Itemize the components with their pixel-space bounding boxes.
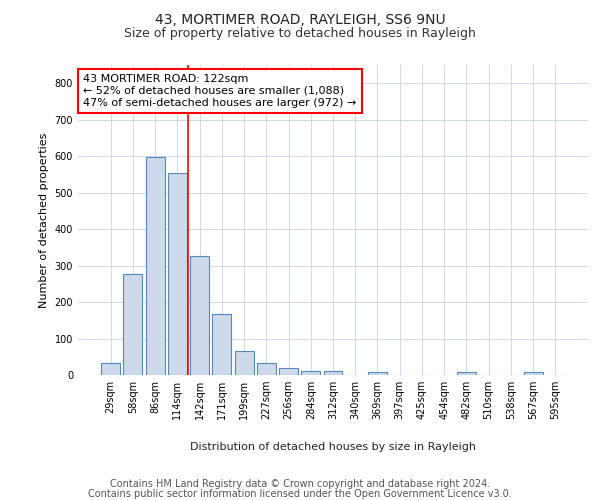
Bar	[212, 314, 231, 375]
Text: 43 MORTIMER ROAD: 122sqm
← 52% of detached houses are smaller (1,088)
47% of sem: 43 MORTIMER ROAD: 122sqm ← 52% of detach…	[83, 74, 356, 108]
Bar	[101, 363, 120, 375]
Bar	[301, 372, 320, 375]
Y-axis label: Number of detached properties: Number of detached properties	[39, 132, 49, 308]
Bar	[146, 158, 164, 375]
Text: Size of property relative to detached houses in Rayleigh: Size of property relative to detached ho…	[124, 28, 476, 40]
Bar	[124, 274, 142, 375]
Bar	[190, 256, 209, 375]
Bar	[457, 372, 476, 375]
Bar	[279, 368, 298, 375]
Text: Contains public sector information licensed under the Open Government Licence v3: Contains public sector information licen…	[88, 489, 512, 499]
Bar	[168, 174, 187, 375]
Text: Distribution of detached houses by size in Rayleigh: Distribution of detached houses by size …	[190, 442, 476, 452]
Text: Contains HM Land Registry data © Crown copyright and database right 2024.: Contains HM Land Registry data © Crown c…	[110, 479, 490, 489]
Bar	[323, 372, 343, 375]
Bar	[235, 352, 254, 375]
Text: 43, MORTIMER ROAD, RAYLEIGH, SS6 9NU: 43, MORTIMER ROAD, RAYLEIGH, SS6 9NU	[155, 12, 445, 26]
Bar	[524, 372, 542, 375]
Bar	[257, 363, 276, 375]
Bar	[368, 372, 387, 375]
